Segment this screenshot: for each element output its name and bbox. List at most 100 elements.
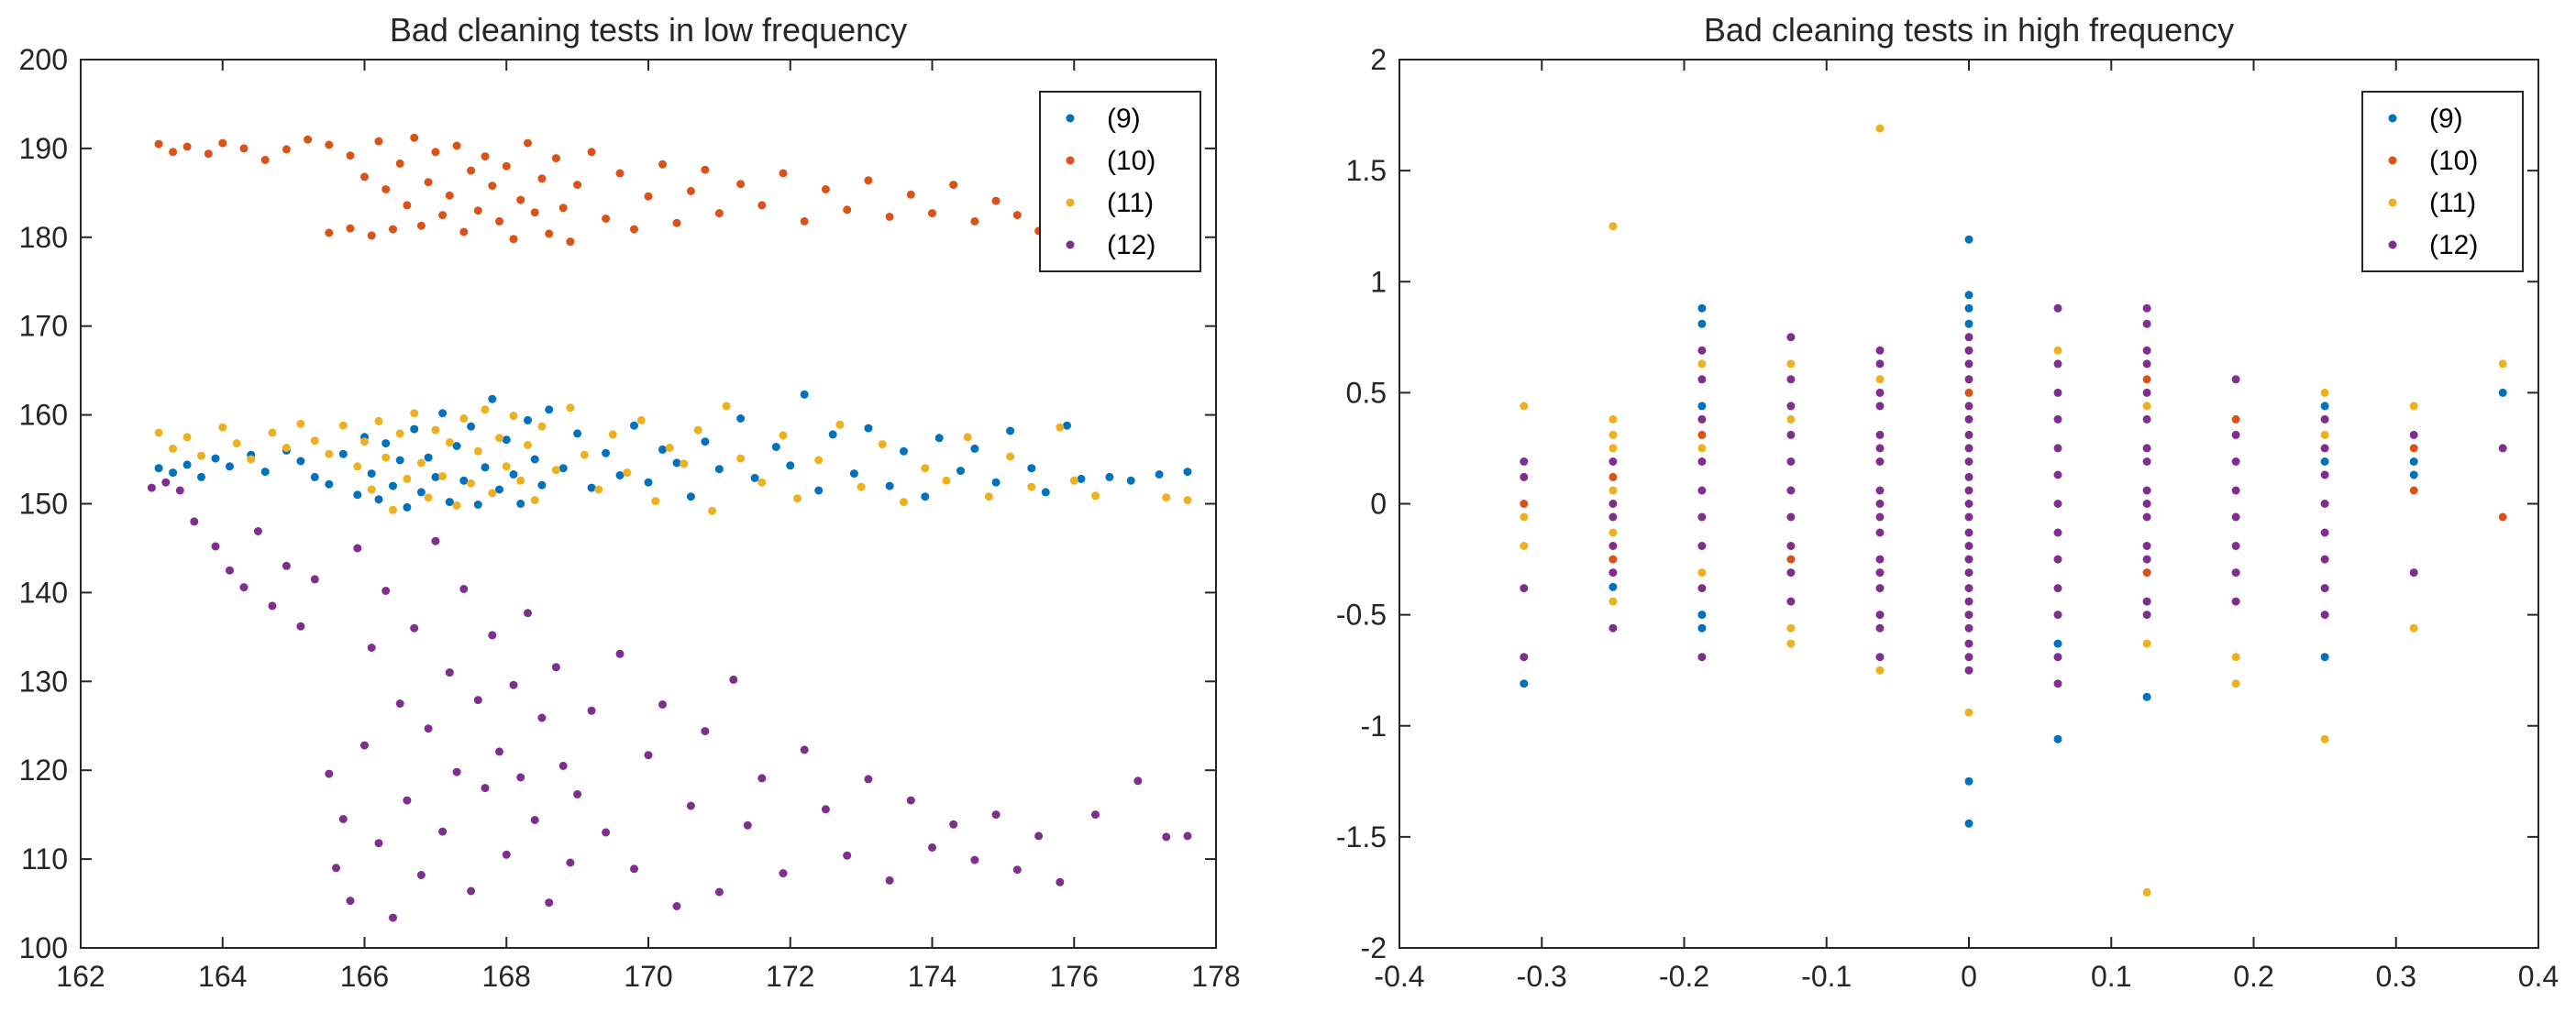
data-point xyxy=(1609,500,1618,508)
data-point xyxy=(2320,555,2329,564)
legend-marker xyxy=(1066,114,1075,123)
data-point xyxy=(1786,512,1796,522)
data-point xyxy=(2498,359,2507,369)
data-point xyxy=(218,423,227,432)
data-point xyxy=(2053,555,2062,564)
data-point xyxy=(1875,653,1885,662)
data-point xyxy=(906,190,915,199)
data-point xyxy=(1964,472,1973,481)
data-point xyxy=(346,224,355,233)
data-point xyxy=(481,463,490,472)
data-point xyxy=(438,472,448,480)
data-point xyxy=(814,486,824,495)
data-point xyxy=(374,137,383,146)
y-tick-label: 190 xyxy=(19,132,68,165)
data-point xyxy=(516,476,525,485)
data-point xyxy=(416,871,426,879)
data-point xyxy=(488,631,497,640)
data-point xyxy=(2142,402,2151,411)
data-point xyxy=(602,448,611,457)
data-point xyxy=(204,149,213,159)
data-point xyxy=(524,609,532,618)
data-point xyxy=(1027,482,1036,491)
data-point xyxy=(2142,611,2151,620)
data-point xyxy=(2053,346,2062,355)
y-tick-label: 0.5 xyxy=(1346,376,1387,409)
data-point xyxy=(1964,597,1973,606)
data-point xyxy=(2142,555,2151,564)
data-point xyxy=(1609,486,1618,495)
data-point xyxy=(1786,402,1796,411)
data-point xyxy=(1077,474,1086,483)
data-point xyxy=(1034,831,1044,841)
data-point xyxy=(169,444,178,453)
data-point xyxy=(714,887,724,897)
y-tick-label: 120 xyxy=(19,754,68,787)
data-point xyxy=(360,172,369,182)
data-point xyxy=(602,215,611,223)
data-point xyxy=(1964,388,1973,397)
data-point xyxy=(459,585,469,593)
data-point xyxy=(495,747,503,756)
data-point xyxy=(1964,528,1973,537)
data-point xyxy=(2142,375,2151,384)
data-point xyxy=(154,428,163,437)
data-point xyxy=(367,231,376,240)
data-point xyxy=(864,424,873,433)
data-point xyxy=(2231,542,2240,550)
data-point xyxy=(473,501,482,509)
data-point xyxy=(1697,584,1707,593)
data-point xyxy=(2053,611,2062,620)
data-point xyxy=(452,767,461,776)
data-point xyxy=(736,414,746,423)
data-point xyxy=(1520,457,1529,466)
data-point xyxy=(2409,402,2418,411)
data-point xyxy=(1786,430,1796,439)
data-point xyxy=(424,724,433,733)
data-point xyxy=(1609,457,1618,466)
data-point xyxy=(495,485,503,494)
data-point xyxy=(587,706,596,715)
data-point xyxy=(530,496,539,505)
data-point xyxy=(445,668,454,677)
data-point xyxy=(495,434,503,443)
data-point xyxy=(2409,623,2418,633)
data-point xyxy=(743,820,752,830)
series-3 xyxy=(1520,303,2507,688)
data-point xyxy=(1520,500,1529,508)
y-tick-label: 170 xyxy=(19,310,68,343)
data-point xyxy=(800,216,809,226)
data-point xyxy=(1964,568,1973,578)
data-point xyxy=(1520,584,1529,593)
data-point xyxy=(1609,222,1618,231)
data-point xyxy=(389,505,397,514)
data-point xyxy=(1964,359,1973,369)
data-point xyxy=(1786,414,1796,424)
data-point xyxy=(2409,430,2418,439)
data-point xyxy=(169,468,178,478)
data-point xyxy=(1609,528,1618,537)
data-point xyxy=(2320,430,2329,439)
data-point xyxy=(949,181,958,190)
data-point xyxy=(545,229,554,238)
y-tick-label: 2 xyxy=(1370,43,1387,76)
data-point xyxy=(296,457,305,466)
data-point xyxy=(438,827,448,836)
data-point xyxy=(984,492,993,501)
data-point xyxy=(630,421,638,430)
data-point xyxy=(658,160,667,169)
data-point xyxy=(403,474,412,483)
x-tick-label: 0.1 xyxy=(2091,960,2131,993)
data-point xyxy=(1875,359,1885,369)
data-point xyxy=(701,165,710,174)
data-point xyxy=(1875,402,1885,411)
data-point xyxy=(2142,346,2151,355)
y-tick-label: 1 xyxy=(1370,265,1387,298)
data-point xyxy=(403,201,412,210)
legend-box xyxy=(1039,91,1201,272)
data-point xyxy=(338,815,348,823)
data-point xyxy=(452,442,461,450)
data-point xyxy=(1027,464,1036,473)
data-point xyxy=(1964,666,1973,675)
data-point xyxy=(644,751,653,760)
